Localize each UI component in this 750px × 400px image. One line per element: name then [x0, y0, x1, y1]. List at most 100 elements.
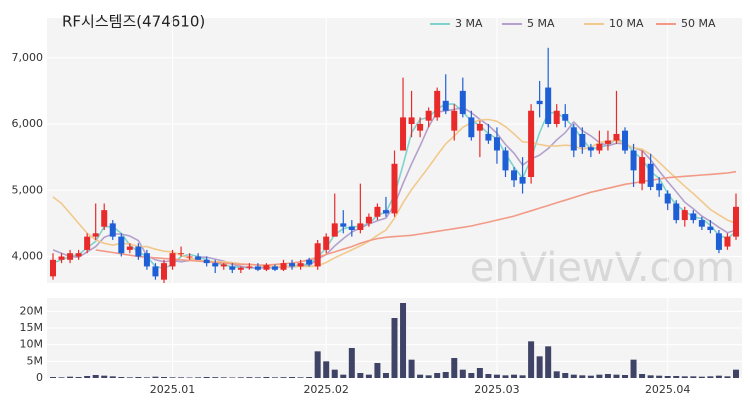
- legend-label: 50 MA: [681, 17, 716, 30]
- volume-bar: [511, 374, 518, 378]
- candle-body: [698, 220, 705, 227]
- candle-body: [733, 206, 739, 237]
- volume-bar: [237, 377, 244, 378]
- candle-body: [289, 263, 296, 267]
- volume-bar: [587, 375, 594, 378]
- candle-body: [186, 256, 193, 258]
- y-tick-label: 10M: [20, 338, 44, 351]
- candle-body: [604, 140, 611, 144]
- volume-bar: [604, 374, 611, 378]
- volume-bar: [579, 375, 586, 378]
- legend-label: 10 MA: [609, 17, 644, 30]
- candle-body: [630, 150, 637, 171]
- legend-label: 5 MA: [527, 17, 555, 30]
- x-tick-label: 2025.01: [150, 383, 196, 396]
- candle-body: [152, 266, 159, 277]
- candle-body: [587, 147, 594, 151]
- candle-body: [135, 246, 142, 257]
- volume-bar: [50, 377, 56, 378]
- volume-bar: [485, 374, 492, 378]
- x-tick-label: 2025.03: [474, 383, 520, 396]
- candle-body: [417, 124, 424, 131]
- candle-body: [553, 110, 560, 124]
- volume-bar: [519, 375, 526, 378]
- volume-bar: [306, 377, 313, 378]
- y-tick-label: 0: [36, 371, 43, 384]
- candle-body: [58, 256, 65, 260]
- volume-bar: [331, 369, 338, 378]
- candle-body: [92, 233, 99, 237]
- volume-bar: [203, 377, 210, 378]
- volume-bar: [212, 377, 219, 378]
- candle-body: [707, 226, 714, 230]
- y-tick-label: 4,000: [12, 250, 44, 263]
- candle-body: [511, 170, 518, 181]
- x-tick-label: 2025.02: [303, 383, 349, 396]
- volume-bar: [408, 359, 415, 378]
- volume-bar: [289, 377, 296, 378]
- volume-bar: [92, 375, 99, 378]
- volume-bar: [545, 346, 552, 378]
- candle-body: [408, 117, 415, 124]
- volume-bar: [724, 376, 731, 378]
- volume-bar: [459, 369, 466, 378]
- volume-bar: [468, 373, 475, 378]
- candle-body: [545, 87, 552, 124]
- candle-body: [357, 223, 364, 230]
- candle-body: [365, 216, 372, 224]
- candle-body: [528, 110, 535, 177]
- y-tick-label: 5M: [27, 354, 44, 367]
- volume-bar: [647, 375, 654, 378]
- candle-body: [613, 133, 620, 141]
- volume-bar: [528, 341, 535, 378]
- candle-body: [468, 117, 475, 138]
- volume-bar: [476, 368, 483, 378]
- candle-body: [126, 246, 133, 250]
- volume-bar: [698, 376, 705, 378]
- volume-bar: [365, 374, 372, 378]
- candle-body: [493, 137, 500, 151]
- volume-bar: [126, 377, 133, 378]
- candle-body: [67, 253, 74, 260]
- volume-bar: [613, 374, 620, 378]
- candle-body: [425, 110, 432, 121]
- volume-bar: [263, 377, 270, 378]
- volume-bar: [67, 376, 74, 378]
- candle-body: [562, 114, 569, 121]
- volume-bar: [186, 377, 193, 378]
- candle-body: [519, 177, 526, 184]
- candle-body: [271, 266, 278, 270]
- volume-bar: [690, 376, 697, 378]
- volume-bar: [297, 377, 304, 378]
- candle-body: [442, 100, 449, 111]
- volume-bar: [417, 374, 424, 378]
- y-tick-label: 6,000: [12, 117, 44, 130]
- candle-body: [340, 223, 347, 227]
- candle-body: [400, 117, 407, 151]
- volume-bar: [681, 376, 688, 378]
- candle-body: [485, 133, 492, 141]
- volume-bar: [656, 375, 663, 378]
- watermark: enViewV.com: [470, 245, 735, 291]
- candle-body: [254, 266, 261, 270]
- candle-body: [656, 183, 663, 191]
- volume-bar: [382, 373, 389, 378]
- volume-bar: [562, 373, 569, 378]
- ma-line: [95, 170, 737, 266]
- candle-body: [647, 163, 654, 187]
- volume-bar: [400, 303, 407, 378]
- candle-body: [724, 236, 731, 247]
- candle-body: [297, 263, 304, 267]
- candle-body: [382, 210, 389, 214]
- volume-bar: [715, 375, 722, 378]
- volume-bar: [101, 375, 108, 378]
- candle-body: [536, 100, 543, 105]
- volume-bar: [622, 375, 629, 378]
- volume-bar: [178, 377, 185, 378]
- candle-body: [374, 206, 381, 217]
- candle-body: [314, 243, 321, 267]
- legend-label: 3 MA: [455, 17, 483, 30]
- y-tick-label: 5,000: [12, 183, 44, 196]
- chart-title: RF시스템즈(474610): [62, 13, 205, 31]
